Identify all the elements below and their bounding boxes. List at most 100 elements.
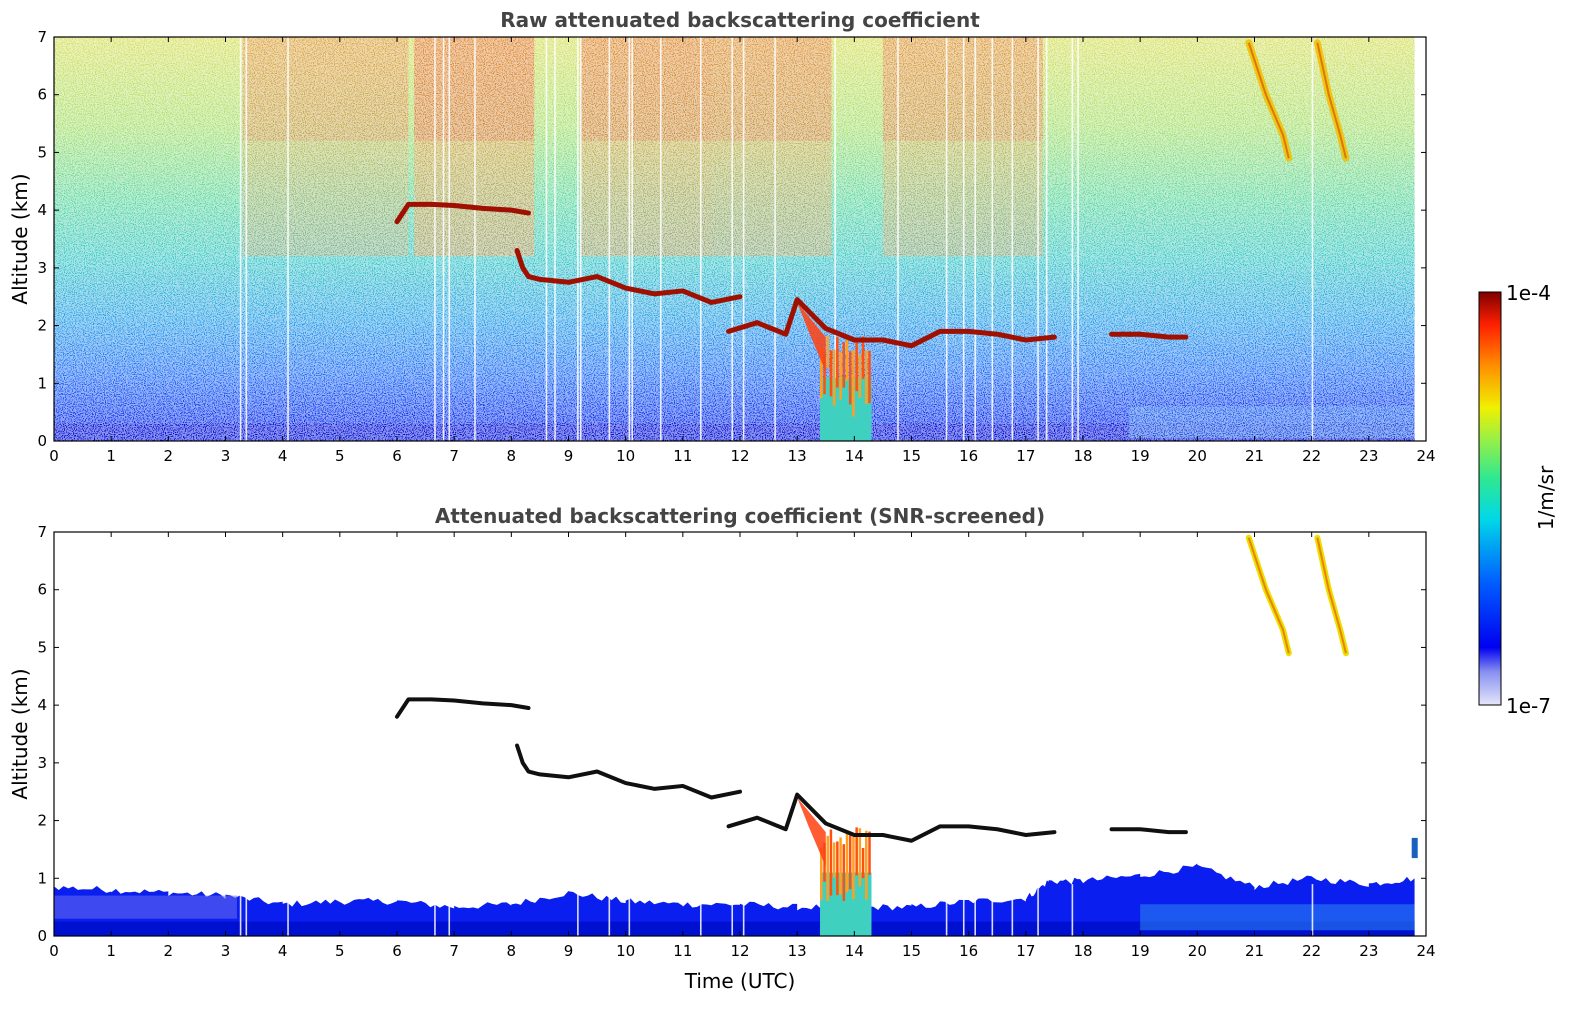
data-gap-stripes	[239, 37, 1314, 441]
precip-streak	[855, 827, 858, 876]
x-tick-label: 12	[730, 447, 749, 465]
x-tick-label: 11	[673, 942, 692, 960]
x-tick-label: 13	[788, 942, 807, 960]
cloud-layer	[1109, 331, 1189, 340]
heatmap-raw-speckle	[54, 37, 1426, 441]
x-tick-label: 16	[959, 447, 978, 465]
x-tick-label: 19	[1131, 447, 1150, 465]
precipitation-region	[797, 302, 872, 441]
precip-streak	[826, 335, 829, 369]
x-tick-label: 15	[902, 942, 921, 960]
gap-stripe	[608, 37, 611, 441]
y-axis-label-raw: Altitude (km)	[8, 173, 32, 304]
cloud-layers	[395, 534, 1418, 859]
precip-streak	[858, 828, 862, 887]
cloud-layer	[726, 297, 1057, 349]
y-tick-label: 7	[37, 28, 47, 46]
x-tick-label: 13	[788, 447, 807, 465]
x-ticks-raw: 0 1 2 3 4 5 6 7 8 9 10 11 12 13 14 15 16 17 18 19 20 21 22 23 24	[49, 37, 1436, 465]
precip-streak	[839, 351, 842, 400]
gap-stripe	[962, 884, 965, 936]
x-tick-label: 17	[1016, 447, 1035, 465]
gap-stripe	[1071, 884, 1074, 936]
y-axis-label-screened: Altitude (km)	[8, 668, 32, 799]
edge-feature	[1411, 837, 1418, 859]
y-tick-label: 3	[37, 259, 47, 277]
gap-stripe	[1037, 884, 1039, 936]
precip-core	[820, 377, 872, 441]
precipitation-region	[797, 797, 872, 936]
x-tick-label: 6	[392, 942, 402, 960]
precip-streak	[832, 349, 836, 406]
gap-stripe	[434, 884, 436, 936]
precip-fallstreak	[797, 302, 826, 372]
gap-stripe	[1037, 37, 1039, 441]
cloud-layer	[1109, 827, 1188, 835]
x-tick-label: 8	[507, 447, 517, 465]
cloud-layer	[394, 201, 531, 225]
precip-streak	[861, 847, 865, 879]
gap-stripe	[631, 37, 633, 441]
x-tick-label: 12	[730, 942, 749, 960]
precip-streak	[852, 836, 855, 900]
gap-stripe	[628, 37, 631, 441]
x-tick-label: 5	[335, 942, 345, 960]
y-ticks-raw: 0 1 2 3 4 5 6 7	[37, 28, 1426, 450]
x-tick-label: 18	[1073, 942, 1092, 960]
x-tick-label: 14	[845, 942, 864, 960]
precip-streak	[845, 832, 849, 893]
x-tick-label: 9	[564, 942, 574, 960]
precip-fallstreak	[797, 797, 826, 867]
boundary-layer-fill	[54, 863, 1415, 936]
gap-stripe	[239, 37, 242, 441]
colorbar-gradient	[1478, 291, 1502, 706]
precip-streak	[832, 842, 836, 878]
x-tick-label: 4	[278, 942, 288, 960]
gap-stripe	[742, 37, 745, 441]
precip-streak	[858, 353, 862, 398]
gap-stripe	[1011, 884, 1014, 936]
colorbar: 1e-4 1e-7 1/m/sr	[1478, 281, 1558, 718]
precip-streak	[829, 829, 833, 896]
gap-stripe	[474, 37, 476, 441]
x-tick-label: 0	[49, 447, 59, 465]
gap-stripe	[774, 37, 776, 441]
precip-streak	[823, 354, 826, 395]
precip-streak	[829, 350, 833, 397]
gap-stripe	[742, 884, 745, 936]
surface-layer	[54, 921, 1415, 936]
x-tick-label: 24	[1416, 942, 1435, 960]
gap-stripe	[1071, 37, 1074, 441]
cloud-layer-core	[1247, 537, 1290, 654]
gap-stripe	[1311, 37, 1314, 441]
gap-stripe	[545, 37, 548, 441]
x-tick-label: 20	[1188, 447, 1207, 465]
cloud-layer	[726, 792, 1057, 843]
x-axis-label: Time (UTC)	[684, 969, 796, 993]
x-tick-label: 15	[902, 447, 921, 465]
y-tick-label: 2	[37, 317, 47, 335]
gap-stripe	[287, 884, 289, 936]
x-tick-label: 2	[164, 942, 174, 960]
y-tick-label: 1	[37, 374, 47, 392]
gap-stripe	[991, 37, 994, 441]
x-tick-label: 10	[616, 447, 635, 465]
gap-stripe	[245, 884, 248, 936]
x-tick-label: 21	[1245, 942, 1264, 960]
aerosol-layer	[54, 895, 237, 919]
panel-raw: Raw attenuated backscattering coefficien…	[8, 8, 1436, 465]
gap-stripe	[579, 37, 582, 441]
precip-streak	[868, 831, 871, 875]
x-tick-label: 10	[616, 942, 635, 960]
x-tick-label: 3	[221, 447, 231, 465]
precip-streak	[868, 350, 871, 404]
y-tick-label: 7	[37, 523, 47, 541]
gap-stripe	[1011, 37, 1014, 441]
precip-streak	[820, 847, 823, 900]
gap-stripe	[974, 37, 976, 441]
gap-stripe	[699, 884, 702, 936]
gap-stripe	[731, 884, 734, 936]
x-ticks-screened: 0 1 2 3 4 5 6 7 8 9 10 11 12 13 14 15 16 17 18 19 20 21 22 23 24	[49, 532, 1436, 960]
gap-stripe	[731, 37, 734, 441]
